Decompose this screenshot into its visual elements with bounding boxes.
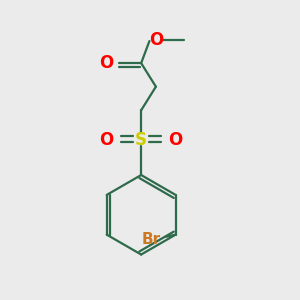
- Text: O: O: [99, 53, 113, 71]
- Text: O: O: [100, 131, 114, 149]
- Text: Br: Br: [142, 232, 161, 247]
- Text: S: S: [135, 131, 147, 149]
- Text: O: O: [169, 131, 183, 149]
- Text: O: O: [149, 31, 163, 49]
